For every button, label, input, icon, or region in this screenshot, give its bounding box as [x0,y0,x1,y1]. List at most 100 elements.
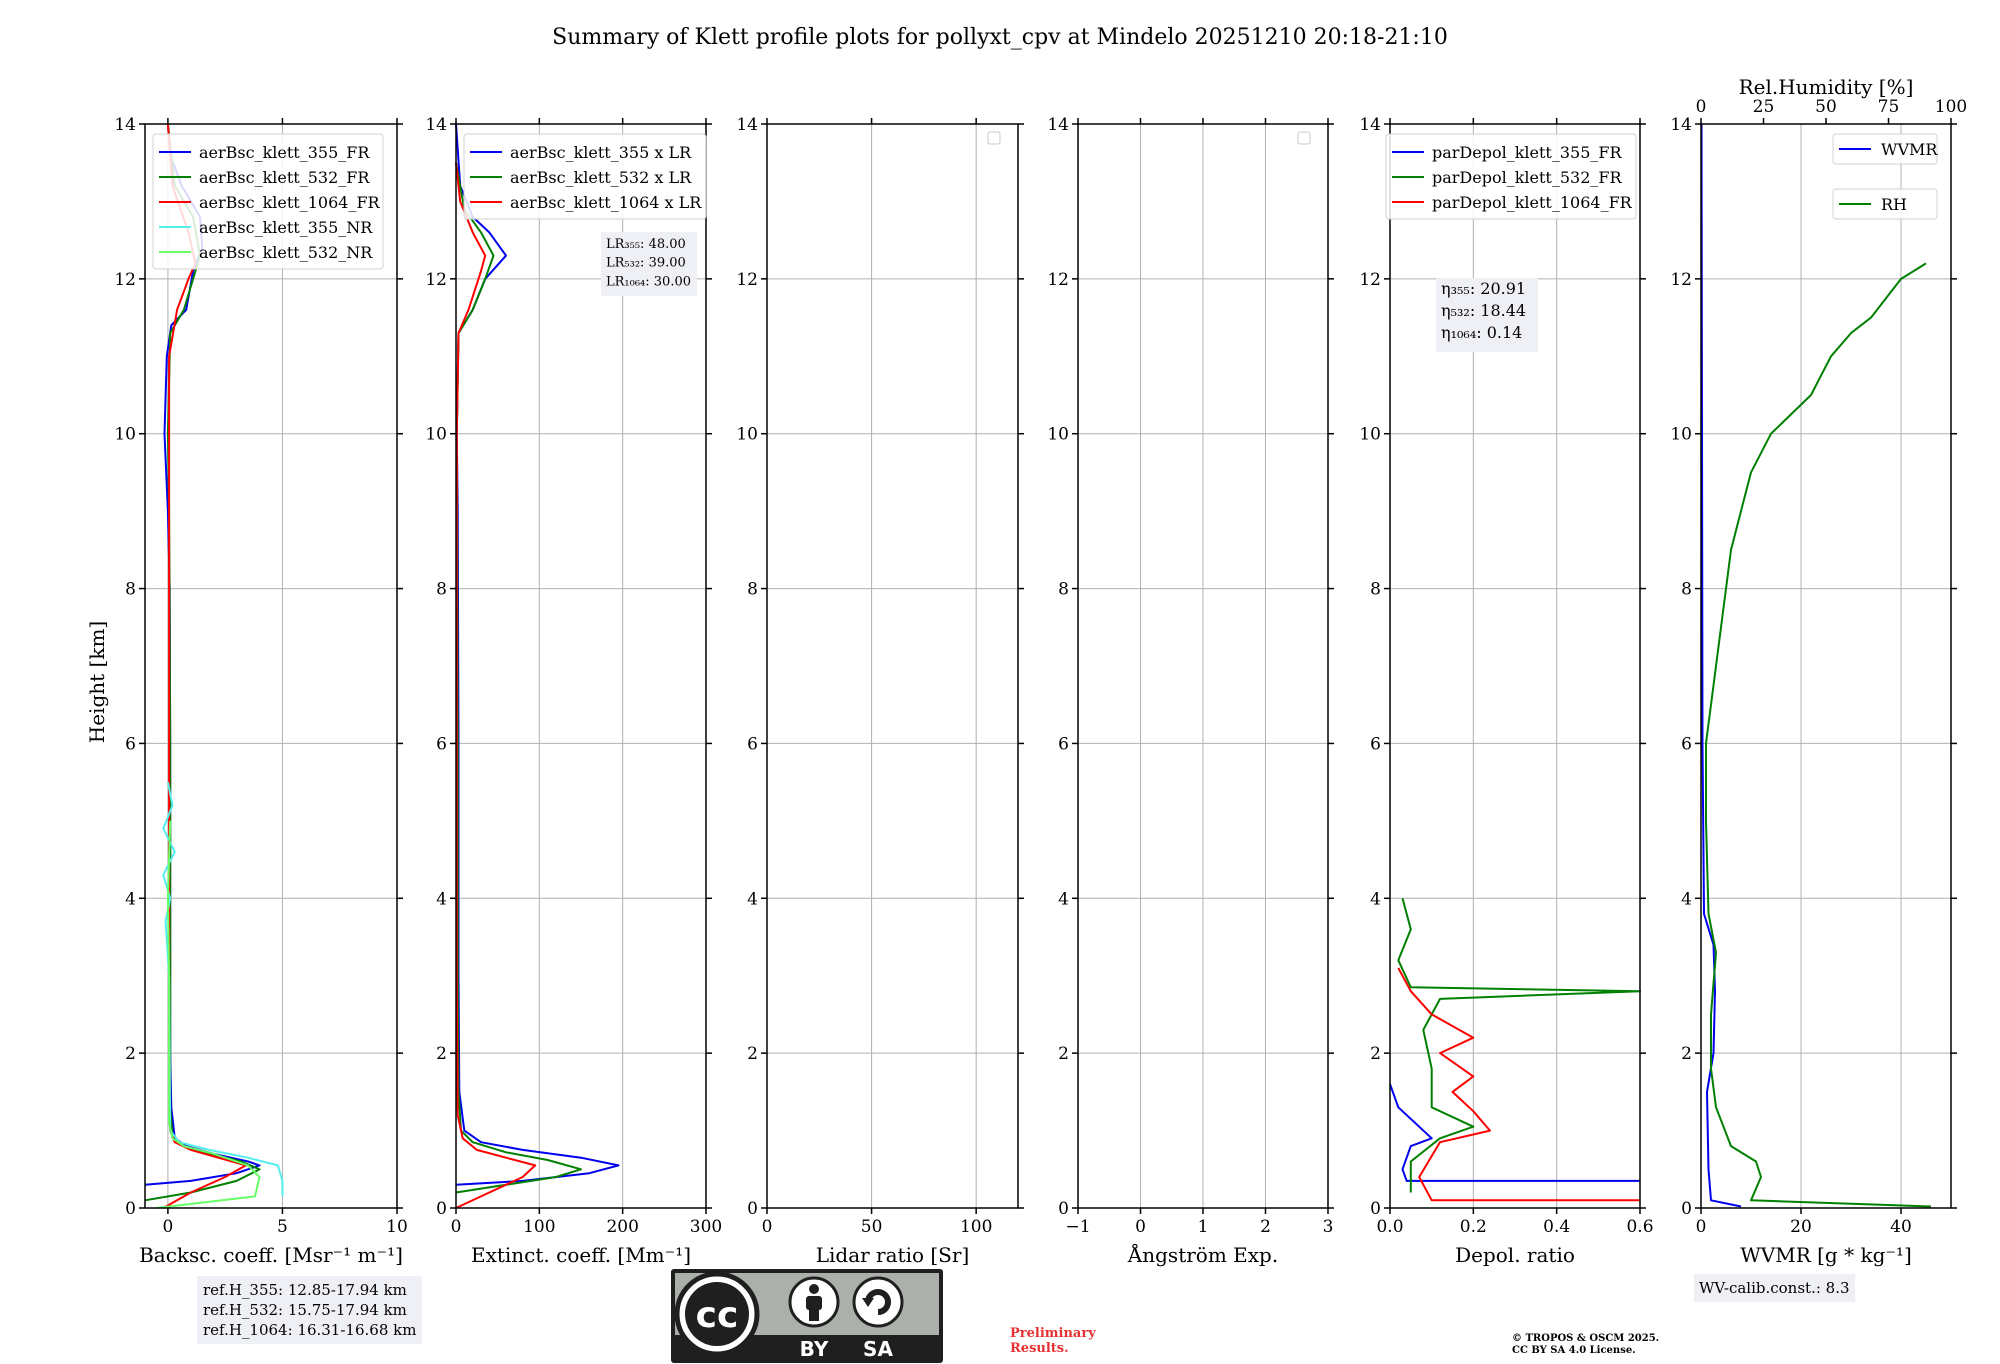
y-tick-label: 12 [425,270,447,290]
x-tick-label: 40 [1890,1217,1912,1237]
annotation-text: LR₃₅₅: 48.00 [606,237,686,252]
y-tick-label: 6 [436,734,447,754]
y-tick-label: 2 [1370,1044,1381,1064]
x-tick-label: 200 [606,1217,638,1237]
x-tick-label: 1 [1198,1217,1209,1237]
y-tick-label: 12 [114,270,136,290]
legend-entry: aerBsc_klett_532_NR [199,243,373,262]
series-line-parDepol_klett_532_FR [1397,898,1641,1193]
x-tick-label: 0.6 [1626,1217,1653,1237]
y-tick-label: 2 [436,1044,447,1064]
y-tick-label: 8 [747,580,758,600]
x-tick-label: 20 [1790,1217,1812,1237]
y-tick-label: 6 [1370,734,1381,754]
top-x-tick-label: 0 [1696,97,1707,117]
series-line-aerBsc_klett_532 x LR [455,162,582,1194]
copyright-note: © TROPOS & OSCM 2025. CC BY SA 4.0 Licen… [1512,1333,1660,1356]
legend-entry: parDepol_klett_355_FR [1432,143,1623,162]
series-line-aerBsc_klett_1064 x LR [455,162,537,1209]
x-tick-label: 50 [861,1217,883,1237]
y-tick-label: 6 [1681,734,1692,754]
y-tick-label: 0 [1681,1199,1692,1219]
x-tick-label: 0.0 [1376,1217,1403,1237]
x-tick-label: 2 [1260,1217,1271,1237]
series-line-parDepol_klett_1064_FR [1397,967,1640,1202]
legend-entry: aerBsc_klett_355 x LR [510,143,692,162]
legend-entry: aerBsc_klett_532_FR [199,168,370,187]
x-tick-label: 0.2 [1460,1217,1487,1237]
plot-frame [1077,123,1329,1209]
x-tick-label: 3 [1323,1217,1334,1237]
legend: WVMR RH [1832,133,1938,220]
sa-share-alike-icon [852,1276,904,1328]
y-tick-label: 4 [1370,889,1381,909]
x-tick-label: 100 [523,1217,555,1237]
top-x-tick-label: 50 [1815,97,1837,117]
x-axis-label: WVMR [g * kg⁻¹] [1740,1243,1912,1267]
annotation-box: LR₃₅₅: 48.00 LR₅₃₂: 39.00 LR₁₀₆₄: 30.00 [601,232,697,296]
y-tick-label: 8 [125,580,136,600]
top-x-axis-label: Rel.Humidity [%] [1739,75,1914,99]
top-x-tick-label: 25 [1753,97,1775,117]
y-tick-label: 4 [436,889,447,909]
y-tick-label: 12 [1359,270,1381,290]
empty-legend-box [987,131,1001,145]
plot-frame [455,123,707,1209]
annotation-text: LR₅₃₂: 39.00 [606,256,686,271]
plot-frame [1700,123,1952,1209]
y-tick-label: 0 [1058,1199,1069,1219]
ref-height-355: ref.H_355: 12.85-17.94 km [203,1281,407,1299]
y-tick-label: 10 [1670,425,1692,445]
legend: aerBsc_klett_355 x LR aerBsc_klett_532 x … [463,133,707,220]
y-tick-label: 14 [425,115,447,135]
y-tick-label: 0 [436,1199,447,1219]
x-tick-label: 100 [960,1217,992,1237]
y-tick-label: 14 [736,115,758,135]
y-tick-label: 14 [1670,115,1692,135]
y-tick-label: 0 [1370,1199,1381,1219]
x-tick-label: 0.4 [1543,1217,1570,1237]
chart-panel-2: 0 2 4 6 8 10 12 14 0 100 200 300 Extinct. coeff. [Mm… [425,115,722,1267]
y-tick-label: 2 [125,1044,136,1064]
legend-entry: parDepol_klett_532_FR [1432,168,1623,187]
series-line-parDepol_klett_355_FR [1389,1083,1640,1182]
legend-entry: WVMR [1881,140,1938,159]
x-tick-label: 0 [162,1217,173,1237]
wv-calibration-box: WV-calib.const.: 8.3 [1694,1274,1855,1302]
annotation-text: η₃₅₅: 20.91 [1441,279,1526,298]
y-tick-label: 4 [1058,889,1069,909]
chart-panel-3: 0 2 4 6 8 10 12 14 0 50 100 Lidar ratio [Sr] [736,115,1024,1267]
y-axis-label: Height [km] [85,621,109,743]
x-axis-label: Backsc. coeff. [Msr⁻¹ m⁻¹] [139,1243,403,1267]
by-label: BY [800,1337,829,1361]
x-tick-label: 0 [1696,1217,1707,1237]
annotation-text: η₁₀₆₄: 0.14 [1441,323,1522,342]
reference-heights-box: ref.H_355: 12.85-17.94 km ref.H_532: 15.… [197,1276,423,1344]
y-tick-label: 10 [114,425,136,445]
ref-height-532: ref.H_532: 15.75-17.94 km [203,1301,407,1319]
top-x-tick-label: 75 [1878,97,1900,117]
y-tick-label: 4 [747,889,758,909]
series-line-RH [1705,262,1932,1208]
plot-frame [144,123,398,1209]
series-line-aerBsc_klett_532_FR [144,123,261,1202]
annotation-text: LR₁₀₆₄: 30.00 [606,274,691,289]
y-tick-label: 8 [1370,580,1381,600]
x-tick-label: 0 [451,1217,462,1237]
y-tick-label: 0 [125,1199,136,1219]
x-axis-label: Ångström Exp. [1127,1242,1278,1267]
chart-panel-1: 0 2 4 6 8 10 12 14 0 5 10 Backsc. coeff. [Msr⁻¹ m⁻¹… [114,115,407,1267]
figure-title: Summary of Klett profile plots for polly… [552,25,1448,50]
ref-height-1064: ref.H_1064: 16.31-16.68 km [203,1321,417,1339]
chart-panel-5: 0 2 4 6 8 10 12 14 0.0 0.2 0.4 0.6 Depol. ratio parDe… [1359,115,1653,1267]
y-tick-label: 12 [736,270,758,290]
annotation-box: η₃₅₅: 20.91 η₅₃₂: 18.44 η₁₀₆₄: 0.14 [1436,278,1538,352]
y-tick-label: 10 [1047,425,1069,445]
y-tick-label: 12 [1047,270,1069,290]
y-tick-label: 6 [125,734,136,754]
legend-entry: aerBsc_klett_1064 x LR [510,193,702,212]
y-tick-label: 2 [1681,1044,1692,1064]
legend-entry: aerBsc_klett_532 x LR [510,168,692,187]
